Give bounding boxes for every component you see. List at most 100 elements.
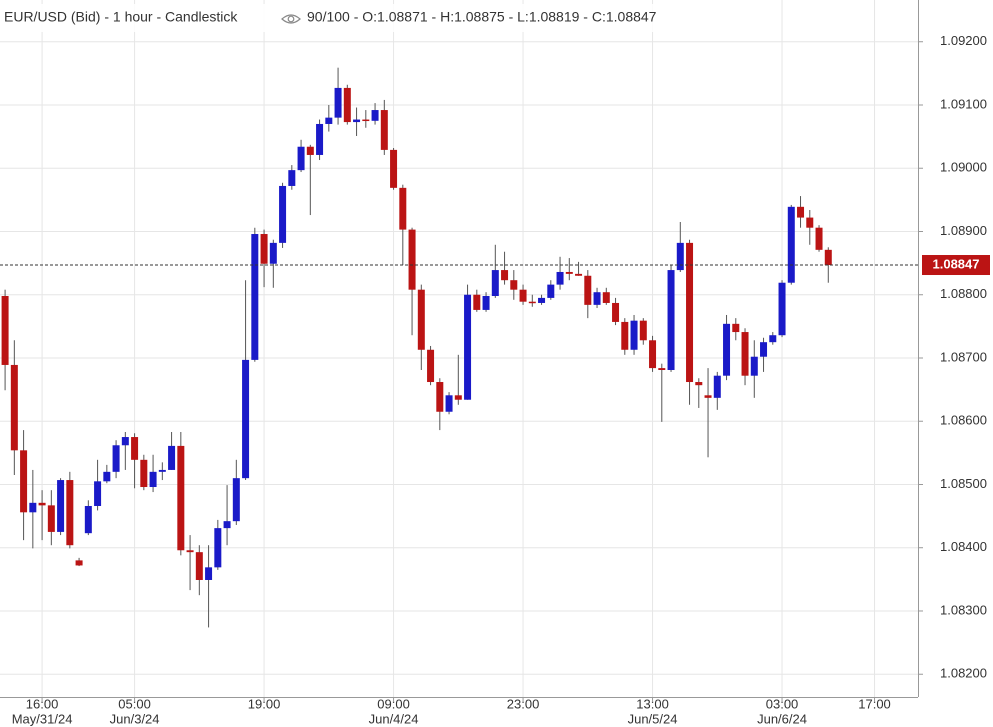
candle-body	[306, 146, 314, 155]
y-tick-label: 1.09000	[940, 160, 987, 175]
candle-body	[519, 289, 527, 302]
x-tick-label: 23:00	[507, 696, 540, 711]
candle-body	[658, 368, 666, 371]
candle-body	[695, 382, 703, 386]
chart-title: EUR/USD (Bid) - 1 hour - Candlestick	[4, 9, 238, 25]
candle-body	[47, 505, 55, 532]
candle-body	[371, 110, 379, 121]
candle-body	[205, 567, 213, 580]
candle-body	[399, 187, 407, 230]
candle-body	[769, 335, 777, 343]
y-tick-label: 1.08500	[940, 476, 987, 491]
candle-body	[815, 227, 823, 250]
chart-subtitle: 90/100 - O:1.08871 - H:1.08875 - L:1.088…	[307, 9, 657, 25]
candle-body	[824, 249, 832, 266]
title-backdrop	[0, 4, 710, 32]
candle-body	[547, 284, 555, 298]
candle-body	[723, 323, 731, 376]
y-tick-label: 1.08200	[940, 666, 987, 681]
candle-body	[778, 282, 786, 336]
candle-body	[149, 471, 157, 488]
last-price-box	[922, 255, 990, 276]
y-tick-label: 1.08900	[940, 223, 987, 238]
candle-body	[334, 87, 342, 118]
x-tick-label: 17:00	[858, 696, 891, 711]
candle-body	[602, 292, 610, 303]
y-tick-label: 1.08800	[940, 286, 987, 301]
candle-body	[575, 273, 583, 276]
candle-body	[94, 481, 102, 506]
x-date-label: Jun/4/24	[369, 711, 419, 726]
candle-body	[750, 356, 758, 376]
candle-body	[676, 242, 684, 271]
x-tick-label: 16:00	[26, 696, 59, 711]
candle-body	[760, 342, 768, 357]
candle-body	[297, 146, 305, 171]
candle-body	[316, 123, 324, 155]
candle-body	[510, 280, 518, 290]
candle-body	[75, 560, 83, 566]
candle-body	[131, 437, 139, 460]
candle-body	[260, 234, 268, 264]
candle-body	[686, 242, 694, 383]
candle-body	[556, 271, 564, 285]
candle-body	[639, 320, 647, 341]
candle-body	[279, 185, 287, 243]
candle-body	[38, 502, 46, 506]
candle-body	[112, 445, 120, 472]
candle-body	[538, 297, 546, 303]
candle-body	[1, 296, 9, 365]
candle-body	[353, 119, 361, 123]
candle-body	[223, 521, 231, 529]
candle-body	[787, 206, 795, 283]
y-tick-label: 1.08300	[940, 602, 987, 617]
candle-body	[667, 270, 675, 371]
candle-body	[103, 471, 111, 482]
x-tick-label: 09:00	[377, 696, 410, 711]
candle-body	[186, 550, 194, 553]
candle-body	[473, 294, 481, 310]
y-tick-label: 1.08400	[940, 539, 987, 554]
candle-body	[362, 119, 370, 122]
candle-body	[158, 469, 166, 472]
x-date-label: Jun/6/24	[757, 711, 807, 726]
candle-body	[612, 302, 620, 322]
candle-body	[704, 395, 712, 398]
candle-body	[66, 480, 74, 546]
grid	[0, 0, 918, 697]
candle-body	[29, 502, 37, 513]
candle-body	[565, 271, 573, 274]
candle-body	[454, 395, 462, 400]
candle-body	[408, 229, 416, 290]
candle-body	[177, 445, 185, 551]
candle-body	[343, 87, 351, 123]
candle-body	[797, 206, 805, 218]
candle-body	[57, 480, 65, 532]
candle-body	[584, 275, 592, 305]
x-tick-label: 03:00	[766, 696, 799, 711]
y-tick-label: 1.09100	[940, 96, 987, 111]
eye-icon	[281, 14, 301, 24]
candle-body	[10, 364, 18, 451]
x-date-label: May/31/24	[12, 711, 73, 726]
candle-body	[464, 294, 472, 400]
x-tick-label: 05:00	[118, 696, 151, 711]
candle-body	[242, 359, 250, 479]
candle-body	[121, 437, 129, 446]
candle-body	[621, 321, 629, 350]
candle-body	[390, 149, 398, 188]
candle-body	[168, 445, 176, 470]
y-tick-label: 1.09200	[940, 33, 987, 48]
candle-body	[427, 349, 435, 383]
x-tick-label: 13:00	[636, 696, 669, 711]
x-date-label: Jun/5/24	[628, 711, 678, 726]
candles	[1, 67, 832, 628]
candle-body	[140, 459, 148, 488]
candle-body	[649, 340, 657, 369]
candle-body	[436, 382, 444, 412]
candle-body	[630, 320, 638, 350]
candle-body	[482, 296, 490, 310]
candle-body	[214, 528, 222, 568]
candle-body	[232, 478, 240, 522]
